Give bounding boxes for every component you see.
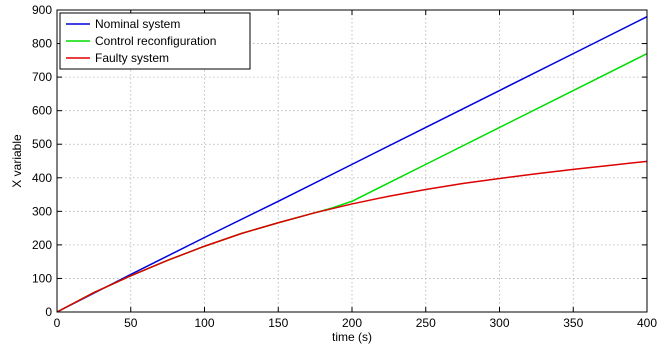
x-tick-label: 0 [54, 316, 61, 330]
x-tick-label: 300 [489, 316, 509, 330]
series-line-3 [56, 160, 648, 313]
x-tick-label: 100 [194, 316, 214, 330]
y-tick-label: 100 [32, 271, 52, 285]
y-tick-label: 200 [32, 238, 52, 252]
x-tick-label: 250 [416, 316, 436, 330]
series-line-1 [56, 16, 648, 313]
x-tick-label: 200 [342, 316, 362, 330]
y-axis-label: X variable [10, 134, 24, 188]
x-tick-label: 150 [268, 316, 288, 330]
y-tick-label: 0 [45, 305, 52, 319]
y-tick-label: 500 [32, 137, 52, 151]
x-tick-label: 350 [563, 316, 583, 330]
legend-label: Control reconfiguration [95, 34, 216, 48]
series-lines [56, 16, 648, 313]
legend-label: Faulty system [95, 51, 169, 65]
x-tick-label: 50 [124, 316, 138, 330]
y-tick-label: 400 [32, 171, 52, 185]
x-axis-label: time (s) [332, 330, 372, 344]
y-tick-label: 900 [32, 3, 52, 17]
y-tick-label: 800 [32, 37, 52, 51]
axis-ticks: 0 50 100 150 200 250 300 350 400 0 100 200 300 400 500… [32, 3, 657, 330]
legend-label: Nominal system [95, 17, 180, 31]
y-tick-label: 600 [32, 104, 52, 118]
y-tick-label: 300 [32, 204, 52, 218]
x-tick-label: 400 [637, 316, 657, 330]
y-tick-label: 700 [32, 70, 52, 84]
legend-box [59, 12, 251, 70]
legend: Nominal system Control reconfiguration Fau… [59, 12, 251, 70]
